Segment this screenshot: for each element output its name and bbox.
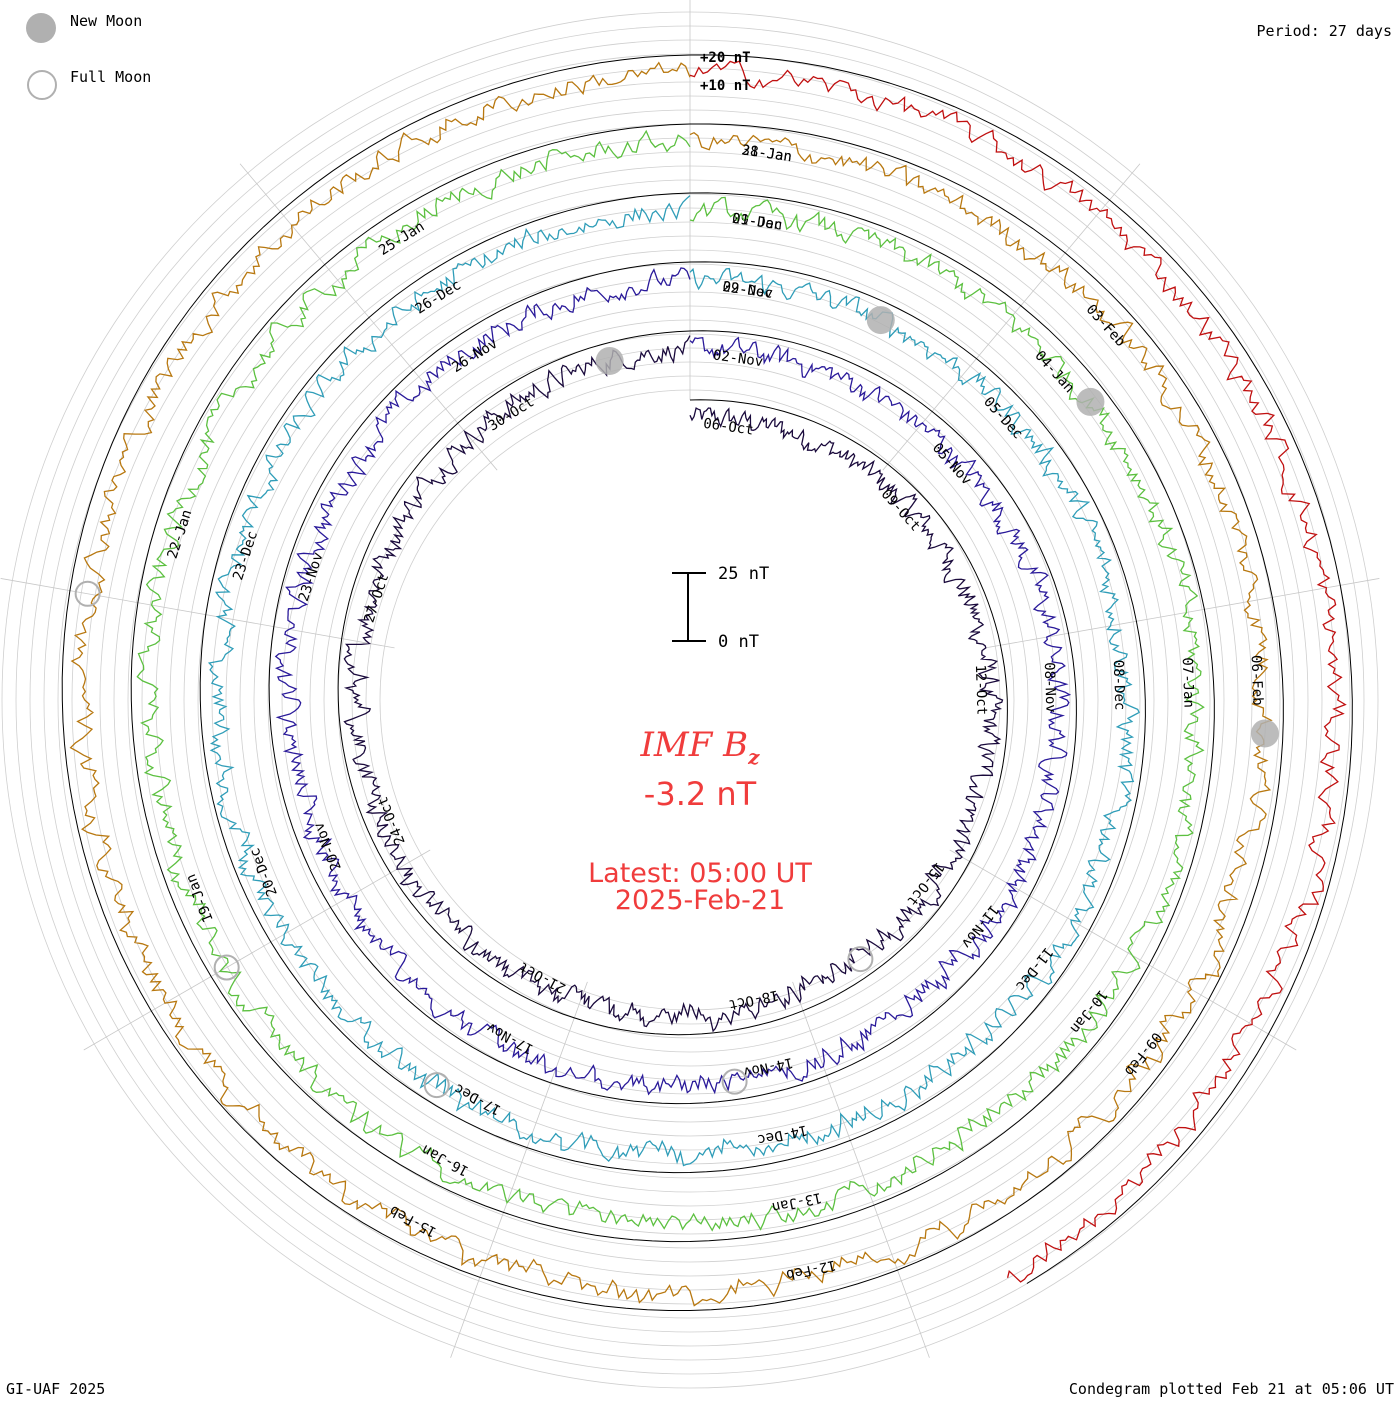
date-label: 12-Oct (972, 664, 990, 715)
full-moon-legend-label: Full Moon (70, 68, 152, 86)
scale-bar-top-label: 25 nT (718, 564, 769, 584)
new-moon-marker (1250, 719, 1279, 748)
new-moon-legend-label: New Moon (70, 12, 143, 30)
new-moon-marker (1076, 387, 1105, 416)
date-label: 05-Nov (929, 440, 975, 488)
plotted-timestamp: Condegram plotted Feb 21 at 05:06 UT (1068, 1380, 1394, 1398)
date-label: 28-Jan (741, 142, 793, 165)
imf-trace-5 (69, 61, 1273, 1307)
date-label: 31-Jan (741, 142, 793, 165)
date-label: 02-Dec (721, 279, 773, 302)
date-label: 10-Jan (1066, 986, 1110, 1036)
new-moon-marker (595, 346, 624, 375)
full-moon-marker (213, 954, 240, 981)
credit-label: GI-UAF 2025 (6, 1380, 106, 1398)
imf-trace-3 (207, 195, 1140, 1167)
imf-trace-6 (689, 60, 1347, 1283)
latest-time: Latest: 05:00 UT (588, 858, 812, 889)
date-label: 01-Jan (731, 211, 783, 234)
date-label: 17-Dec (452, 1080, 504, 1118)
scale-label: +10 nT (700, 78, 751, 94)
full-moon-marker (74, 580, 101, 607)
date-label: 26-Dec (413, 277, 464, 317)
date-label: 06-Feb (1248, 655, 1266, 706)
new-moon-marker (866, 306, 895, 335)
imf-trace-4 (136, 129, 1205, 1232)
zero-baseline (61, 54, 1284, 1311)
date-label: 17-Nov (484, 1019, 536, 1057)
date-label: 29-Nov (721, 279, 773, 302)
date-label: 07-Jan (1179, 657, 1197, 708)
grid-spoke (239, 163, 498, 471)
date-label: 14-Dec (756, 1121, 809, 1147)
zero-baseline (337, 330, 1008, 1036)
date-label: 23-Dec (230, 529, 261, 582)
date-label: 09-Feb (1121, 1029, 1165, 1079)
full-moon-marker (721, 1068, 748, 1095)
full-moon-marker (847, 946, 874, 973)
full-moon-marker (423, 1072, 450, 1099)
period-label: Period: 27 days (1256, 22, 1392, 40)
date-label: 08-Nov (1041, 662, 1059, 713)
zero-baseline (130, 123, 1215, 1243)
grid-spoke (450, 981, 588, 1358)
date-label: 11-Dec (1012, 944, 1056, 994)
date-label: 08-Dec (1110, 660, 1128, 711)
latest-date: 2025-Feb-21 (614, 885, 786, 916)
date-label: 05-Dec (980, 394, 1026, 442)
scale-label: +20 nT (700, 50, 751, 66)
full-moon-icon (27, 70, 57, 100)
date-label: 06-Oct (702, 416, 754, 439)
grid-spoke (83, 849, 431, 1051)
grid-spoke (985, 578, 1380, 649)
date-label: 16-Jan (419, 1141, 471, 1179)
date-label: 02-Nov (712, 347, 764, 370)
date-label: 13-Jan (770, 1189, 823, 1215)
imf-trace-1 (343, 335, 1004, 1033)
new-moon-icon (26, 13, 56, 43)
date-label: 15-Feb (387, 1202, 439, 1240)
scale-bar-bottom-label: 0 nT (718, 632, 759, 652)
date-label: 29-Dec (731, 211, 783, 234)
date-label: 27-Oct (361, 572, 392, 625)
date-label: 12-Feb (785, 1256, 838, 1282)
imf-trace-2 (274, 267, 1072, 1096)
grid-spoke (0, 578, 395, 649)
zero-baseline (268, 261, 1077, 1105)
zero-baseline (690, 54, 1353, 1284)
zero-baseline (199, 192, 1146, 1174)
grid-spoke (882, 163, 1141, 471)
date-label: 18-Oct (727, 986, 780, 1012)
imf-title-main: IMF B (640, 725, 749, 765)
date-label: 25-Jan (376, 219, 427, 259)
imf-value: -3.2 nT (643, 775, 757, 813)
center-core (420, 430, 960, 970)
grid-spoke (792, 981, 930, 1358)
imf-title-subscript: z (748, 744, 760, 769)
imf-title: IMF Bz (0, 725, 1400, 769)
